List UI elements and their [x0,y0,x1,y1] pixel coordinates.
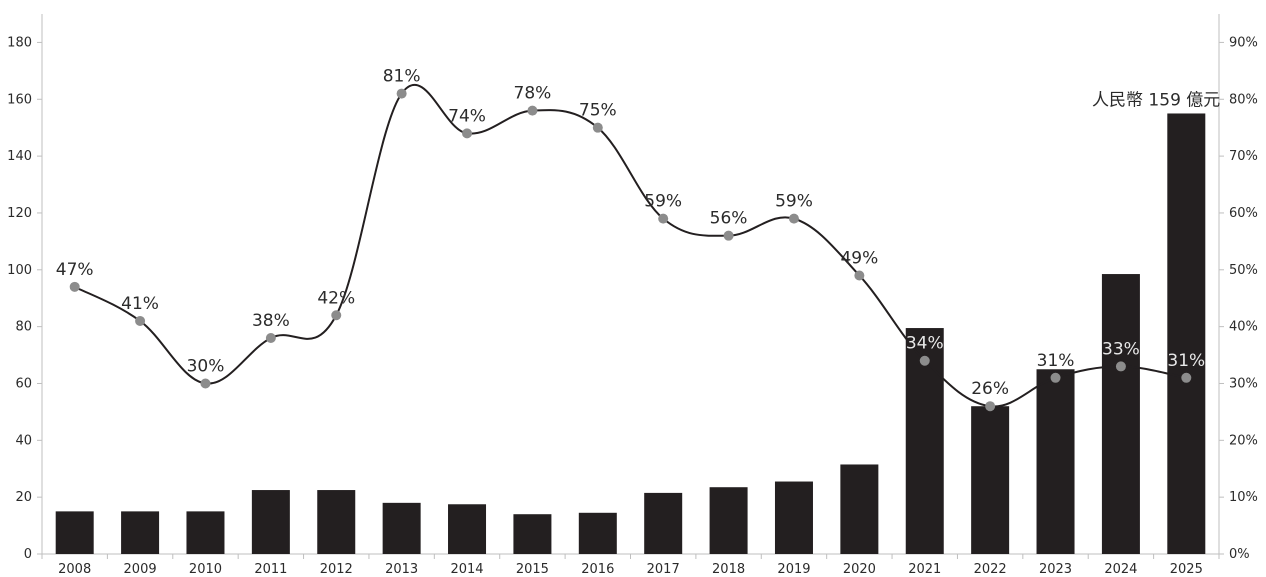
line-marker [331,310,342,321]
right-tick-label: 40% [1229,320,1258,335]
value-annotation: 人民幣 159 億元 [1092,90,1220,110]
x-tick-label: 2016 [581,562,614,577]
bar [774,481,813,554]
line-marker [854,270,865,281]
bar [1036,369,1075,554]
x-tick-label: 2009 [124,562,157,577]
right-tick-label: 50% [1229,263,1258,278]
ratio-line [74,83,1187,408]
bar [55,511,94,554]
line-marker [69,281,80,292]
left-tick-label: 40 [15,433,32,448]
axes: 0 20 40 60 80 100 120 140 160 180 0% 10% 20% 30% 40% 50… [7,14,1258,577]
line-marker [592,122,603,133]
ratio-data-label: 33% [1102,339,1140,359]
x-tick-label: 2011 [254,562,287,577]
bar-series [55,113,1206,554]
line-marker [1181,372,1192,383]
bar [709,487,748,554]
ratio-data-label: 41% [121,294,159,314]
right-tick-label: 10% [1229,490,1258,505]
ratio-data-label: 49% [840,248,878,268]
bar [1167,113,1206,554]
ratio-data-label: 42% [317,288,355,308]
ratio-data-label: 81% [383,67,421,87]
right-tick-label: 80% [1229,92,1258,107]
x-tick-label: 2022 [974,562,1007,577]
bar [251,490,290,554]
x-tick-label: 2008 [58,562,91,577]
left-tick-label: 100 [7,263,32,278]
line-marker [919,355,930,366]
right-tick-label: 20% [1229,433,1258,448]
x-tick-label: 2023 [1039,562,1072,577]
ratio-data-label: 47% [56,260,94,280]
ratio-line-series [69,83,1192,412]
line-marker [200,378,211,389]
ratio-data-label: 59% [644,192,682,212]
x-tick-label: 2020 [843,562,876,577]
x-tick-label: 2012 [320,562,353,577]
right-tick-label: 70% [1229,149,1258,164]
line-marker [985,401,996,412]
ratio-data-label: 78% [514,84,552,104]
bar [971,406,1010,554]
left-tick-label: 60 [15,376,32,391]
right-tick-label: 60% [1229,206,1258,221]
bar [186,511,225,554]
ratio-data-label: 75% [579,101,617,121]
line-marker [135,315,146,326]
line-marker [462,128,473,139]
left-tick-label: 0 [24,547,32,562]
x-tick-label: 2021 [908,562,941,577]
bar [121,511,160,554]
right-tick-label: 90% [1229,35,1258,50]
ratio-data-label: 34% [906,334,944,354]
line-marker [527,105,538,116]
left-tick-label: 80 [15,320,32,335]
bar [578,512,617,554]
left-tick-label: 140 [7,149,32,164]
bar [840,464,879,554]
x-tick-label: 2017 [647,562,680,577]
x-tick-label: 2014 [450,562,483,577]
line-marker [265,333,276,343]
line-marker [788,213,799,224]
bar [513,514,552,554]
bar [448,504,487,554]
bar [317,490,356,554]
ratio-data-label: 74% [448,106,486,126]
line-marker [658,213,669,224]
x-tick-label: 2010 [189,562,222,577]
x-tick-label: 2025 [1170,562,1203,577]
x-tick-label: 2015 [516,562,549,577]
x-tick-label: 2024 [1104,562,1137,577]
line-marker [1050,372,1061,383]
left-tick-label: 120 [7,206,32,221]
line-marker [396,88,407,99]
x-tick-label: 2013 [385,562,418,577]
ratio-data-label: 26% [971,379,1009,399]
ratio-data-label: 59% [775,192,813,212]
bar [1101,274,1140,554]
line-marker [1115,361,1126,372]
bar [644,492,683,554]
ratio-data-label: 31% [1037,351,1075,371]
ratio-data-label: 31% [1167,351,1205,371]
left-tick-label: 180 [7,35,32,50]
left-tick-label: 160 [7,92,32,107]
ratio-data-label: 38% [252,311,290,331]
left-tick-label: 20 [15,490,32,505]
x-tick-label: 2019 [777,562,810,577]
line-marker [723,230,734,241]
ratio-data-label: 56% [710,209,748,229]
data-labels: 47% 41% 30% 38% 42% 81% 74% 78% 75% 59% 56% 59% 49% 3… [56,67,1205,400]
right-tick-label: 0% [1229,547,1250,562]
x-tick-label: 2018 [712,562,745,577]
right-tick-label: 30% [1229,376,1258,391]
bar [382,502,421,554]
ratio-data-label: 30% [187,356,225,376]
